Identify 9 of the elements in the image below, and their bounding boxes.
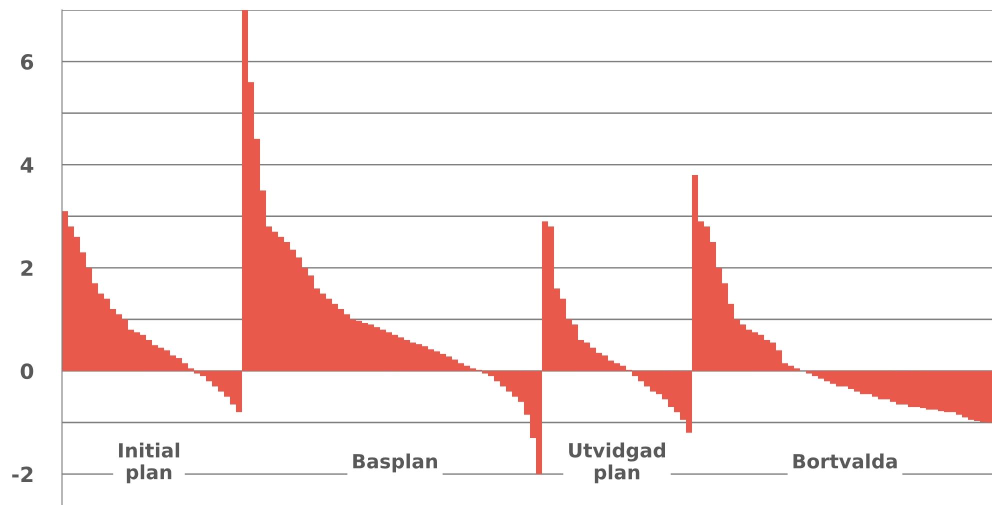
x-tick-label: Initial plan <box>119 442 180 484</box>
x-tick-label: Bortvalda <box>794 454 897 469</box>
x-tick-label: Utvidgad plan <box>569 442 666 484</box>
y-tick-label: 0 <box>20 363 34 380</box>
y-tick-label: -2 <box>12 466 32 482</box>
x-tick-label: Basplan <box>353 454 438 472</box>
y-tick-label: 2 <box>21 260 32 276</box>
y-tick-label: 6 <box>21 54 34 70</box>
y-tick-label: 4 <box>20 157 34 173</box>
